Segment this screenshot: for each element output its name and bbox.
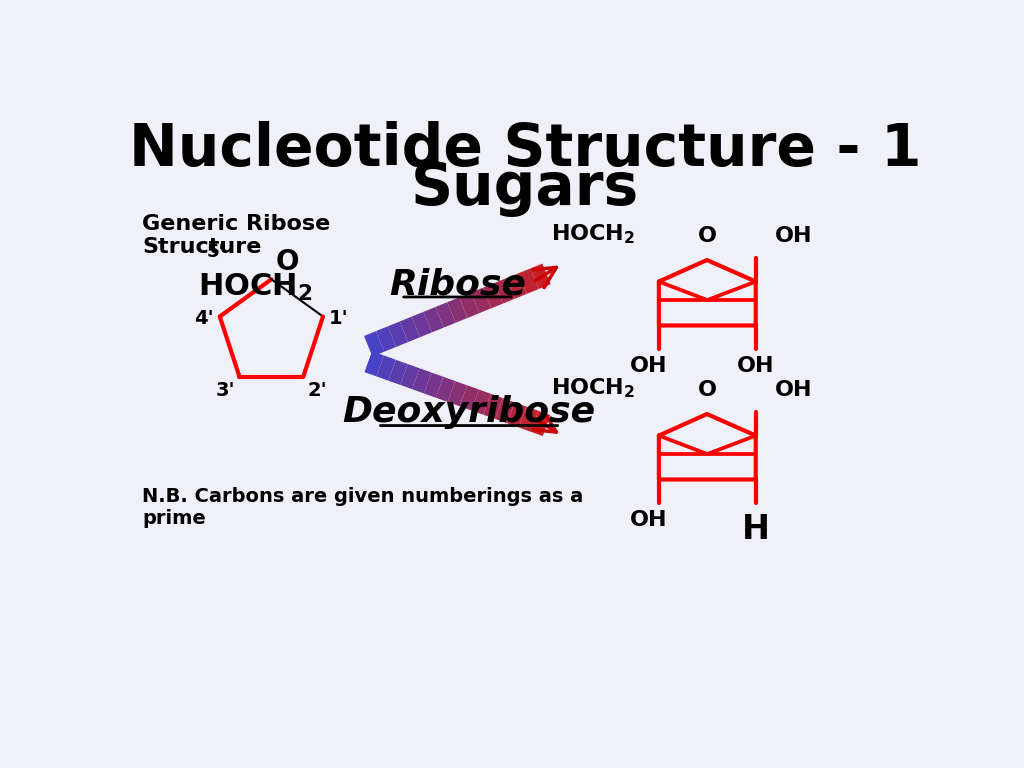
Text: $\mathbf{HOCH_2}$: $\mathbf{HOCH_2}$ [552,223,636,247]
Text: 5': 5' [207,243,225,261]
Text: 4': 4' [194,309,214,328]
Text: 1': 1' [329,309,349,328]
Text: Nucleotide Structure - 1: Nucleotide Structure - 1 [129,121,921,178]
Text: Generic Ribose
Structure: Generic Ribose Structure [142,214,330,257]
Text: 3': 3' [215,382,234,400]
Text: O: O [697,226,717,247]
Text: O: O [276,248,300,276]
Text: OH: OH [630,510,668,530]
Text: Sugars: Sugars [411,160,639,217]
Text: OH: OH [630,356,668,376]
Text: 2': 2' [308,382,328,400]
Text: O: O [697,380,717,400]
Text: OH: OH [737,356,774,376]
Text: Deoxyribose: Deoxyribose [342,396,596,429]
Text: H: H [741,512,770,545]
Text: $\mathbf{HOCH_2}$: $\mathbf{HOCH_2}$ [198,272,313,303]
Text: N.B. Carbons are given numberings as a
prime: N.B. Carbons are given numberings as a p… [142,487,584,528]
Text: OH: OH [775,226,813,247]
Text: OH: OH [775,380,813,400]
Text: Ribose: Ribose [389,268,526,302]
Text: $\mathbf{HOCH_2}$: $\mathbf{HOCH_2}$ [552,376,636,400]
